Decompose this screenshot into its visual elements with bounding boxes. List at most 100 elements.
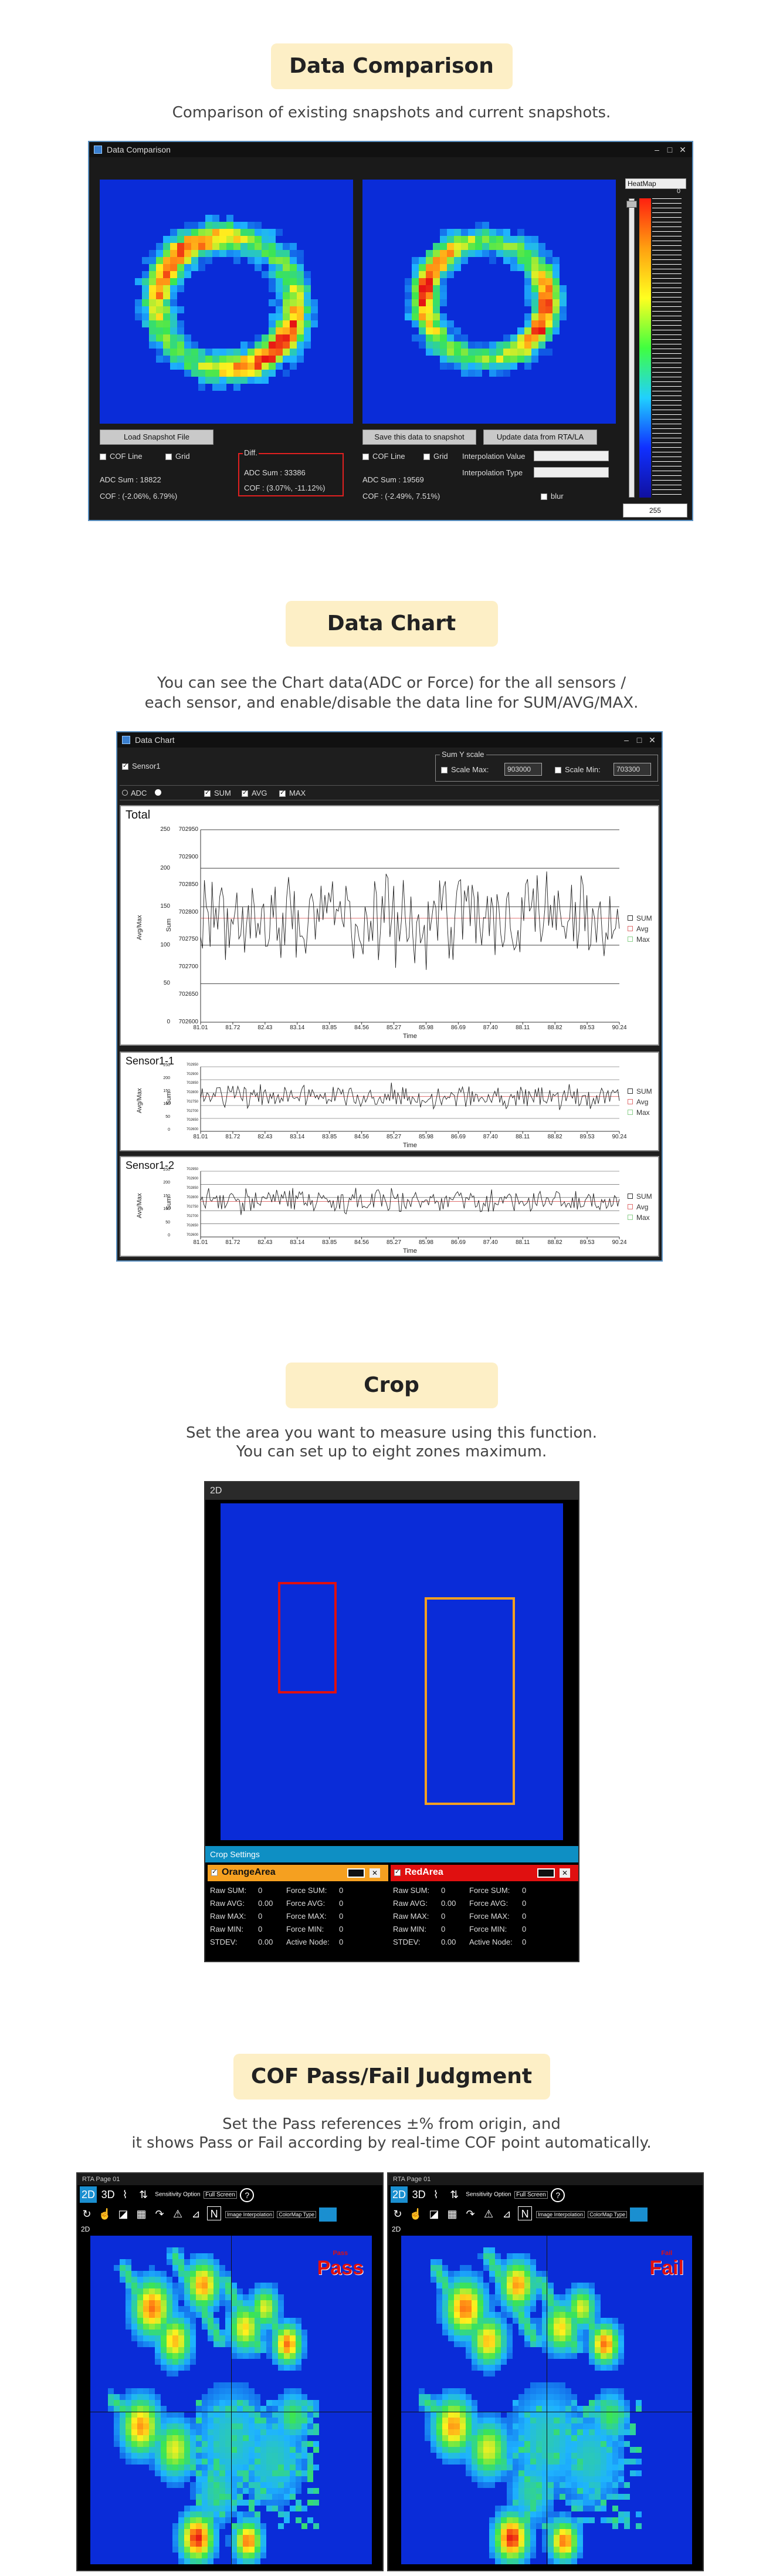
ruler-icon[interactable]: ⊿ xyxy=(191,2208,201,2220)
close-icon[interactable]: ✕ xyxy=(649,735,656,745)
image-interpolation-select[interactable]: Image Interpolation xyxy=(225,2211,274,2219)
scale-max-checkbox[interactable]: Scale Max: xyxy=(441,765,489,774)
area-header-red[interactable]: RedArea ✕ xyxy=(391,1865,578,1881)
chart-icon[interactable]: ⌇ xyxy=(433,2189,439,2200)
sum-checkbox[interactable]: SUM xyxy=(204,789,231,797)
layout-icon[interactable] xyxy=(630,2207,648,2222)
checkbox-icon xyxy=(242,789,248,797)
chart-icon[interactable]: ⌇ xyxy=(122,2189,128,2200)
sensor1-checkbox[interactable]: Sensor1 xyxy=(122,762,160,770)
judgment-text: Fail xyxy=(649,2257,684,2279)
interpolation-value-select[interactable] xyxy=(534,451,609,461)
area-header-orange[interactable]: OrangeArea ✕ xyxy=(208,1865,388,1881)
color-swatch-icon[interactable] xyxy=(537,1868,555,1878)
grid-icon[interactable]: ▦ xyxy=(136,2208,147,2220)
full-screen-select[interactable]: Full Screen xyxy=(204,2190,237,2199)
grid-icon[interactable]: ▦ xyxy=(447,2208,457,2220)
ruler-icon[interactable]: ⊿ xyxy=(502,2208,511,2220)
full-screen-select[interactable]: Full Screen xyxy=(514,2190,548,2199)
cof-crosshair-v xyxy=(231,2236,232,2564)
legend-item[interactable]: SUM xyxy=(628,1087,652,1098)
legend-item[interactable]: Avg xyxy=(628,1098,652,1108)
legend-label: SUM xyxy=(636,1087,652,1096)
legend-item[interactable]: Avg xyxy=(628,1203,652,1213)
force-radio-icon[interactable] xyxy=(155,789,161,796)
legend-item[interactable]: SUM xyxy=(628,914,652,925)
colormap-type-select[interactable]: ColorMap Type xyxy=(277,2211,317,2219)
y-tick-left: 250 xyxy=(163,1168,170,1172)
layout-icon[interactable] xyxy=(319,2207,337,2222)
tab-3d[interactable]: 3D xyxy=(412,2189,426,2200)
legend-item[interactable]: SUM xyxy=(628,1192,652,1203)
refresh-icon[interactable]: ↻ xyxy=(393,2208,402,2220)
sort-icon[interactable]: ⇅ xyxy=(139,2189,148,2200)
cof-line-checkbox-left[interactable]: COF Line xyxy=(100,452,143,461)
max-checkbox[interactable]: MAX xyxy=(279,789,306,797)
scale-min-label: Scale Min: xyxy=(565,765,601,774)
legend-item[interactable]: Max xyxy=(628,1213,652,1224)
legend-item[interactable]: Max xyxy=(628,1108,652,1119)
minimize-icon[interactable]: – xyxy=(655,145,659,154)
color-swatch-icon[interactable] xyxy=(347,1868,365,1878)
close-icon[interactable]: ✕ xyxy=(560,1868,570,1878)
cof-line-checkbox-right[interactable]: COF Line xyxy=(362,452,405,461)
sort-icon[interactable]: ⇅ xyxy=(450,2189,459,2200)
tab-3d[interactable]: 3D xyxy=(101,2189,115,2200)
save-snapshot-button[interactable]: Save this data to snapshot xyxy=(362,430,476,445)
adc-radio[interactable]: ADC xyxy=(122,789,147,797)
checkbox-icon[interactable] xyxy=(394,1868,401,1876)
close-icon[interactable]: ✕ xyxy=(370,1868,380,1878)
x-tick-label: 83.85 xyxy=(322,1239,337,1246)
judgment-result: Pass Pass xyxy=(317,2250,364,2280)
rotate-icon[interactable]: ↷ xyxy=(466,2208,475,2220)
colormap-type-select[interactable]: ColorMap Type xyxy=(588,2211,628,2219)
avg-checkbox[interactable]: AVG xyxy=(242,789,267,797)
help-icon[interactable]: ? xyxy=(240,2188,255,2202)
help-icon[interactable]: ? xyxy=(551,2188,565,2202)
blur-checkbox[interactable]: blur xyxy=(541,492,564,501)
checkbox-icon[interactable] xyxy=(211,1868,218,1876)
image-interpolation-select[interactable]: Image Interpolation xyxy=(536,2211,585,2219)
normal-icon[interactable]: N xyxy=(207,2206,222,2220)
load-snapshot-button[interactable]: Load Snapshot File xyxy=(100,430,213,445)
colormap-select[interactable]: HeatMap xyxy=(625,178,686,189)
interpolation-type-select[interactable] xyxy=(534,467,609,478)
hand-icon[interactable]: ☝ xyxy=(409,2208,423,2220)
slider-track[interactable] xyxy=(629,198,635,498)
minimize-icon[interactable]: – xyxy=(624,735,629,745)
close-icon[interactable]: ✕ xyxy=(679,145,686,154)
x-tick-label: 88.11 xyxy=(516,1239,530,1246)
crop-icon[interactable]: ◪ xyxy=(429,2208,439,2220)
refresh-icon[interactable]: ↻ xyxy=(82,2208,91,2220)
maximize-icon[interactable]: □ xyxy=(667,145,673,154)
scale-min-input[interactable]: 703300 xyxy=(613,763,651,776)
legend-item[interactable]: Avg xyxy=(628,925,652,935)
stat-label: Raw AVG: xyxy=(393,1899,428,1908)
legend-label: Max xyxy=(636,1108,650,1117)
hand-icon[interactable]: ☝ xyxy=(98,2208,112,2220)
tab-2d[interactable]: 2D xyxy=(80,2186,97,2203)
update-data-button[interactable]: Update data from RTA/LA xyxy=(483,430,597,445)
grid-checkbox-left[interactable]: Grid xyxy=(165,452,190,461)
grid-checkbox-right[interactable]: Grid xyxy=(423,452,448,461)
scale-min-checkbox[interactable]: Scale Min: xyxy=(555,765,601,774)
scale-max-label: Scale Max: xyxy=(451,765,489,774)
normal-icon[interactable]: N xyxy=(518,2206,533,2220)
slider-handle[interactable] xyxy=(626,201,637,208)
stat-value: 0 xyxy=(339,1886,344,1895)
crop-canvas[interactable] xyxy=(221,1503,563,1840)
warning-icon[interactable]: ⚠ xyxy=(173,2208,183,2220)
warning-icon[interactable]: ⚠ xyxy=(484,2208,494,2220)
legend-label: Max xyxy=(636,1213,650,1222)
tab-2d[interactable]: 2D xyxy=(391,2186,408,2203)
orange-crop-zone[interactable] xyxy=(425,1597,515,1805)
diff-cof: COF : (3.07%, -11.12%) xyxy=(244,484,326,492)
rotate-icon[interactable]: ↷ xyxy=(155,2208,164,2220)
crop-icon[interactable]: ◪ xyxy=(118,2208,128,2220)
legend-item[interactable]: Max xyxy=(628,935,652,946)
red-crop-zone[interactable] xyxy=(278,1582,337,1693)
scale-max-box[interactable]: 255 xyxy=(623,503,687,518)
maximize-icon[interactable]: □ xyxy=(636,735,642,745)
x-tick-label: 84.56 xyxy=(354,1025,370,1031)
scale-max-input[interactable]: 903000 xyxy=(504,763,542,776)
